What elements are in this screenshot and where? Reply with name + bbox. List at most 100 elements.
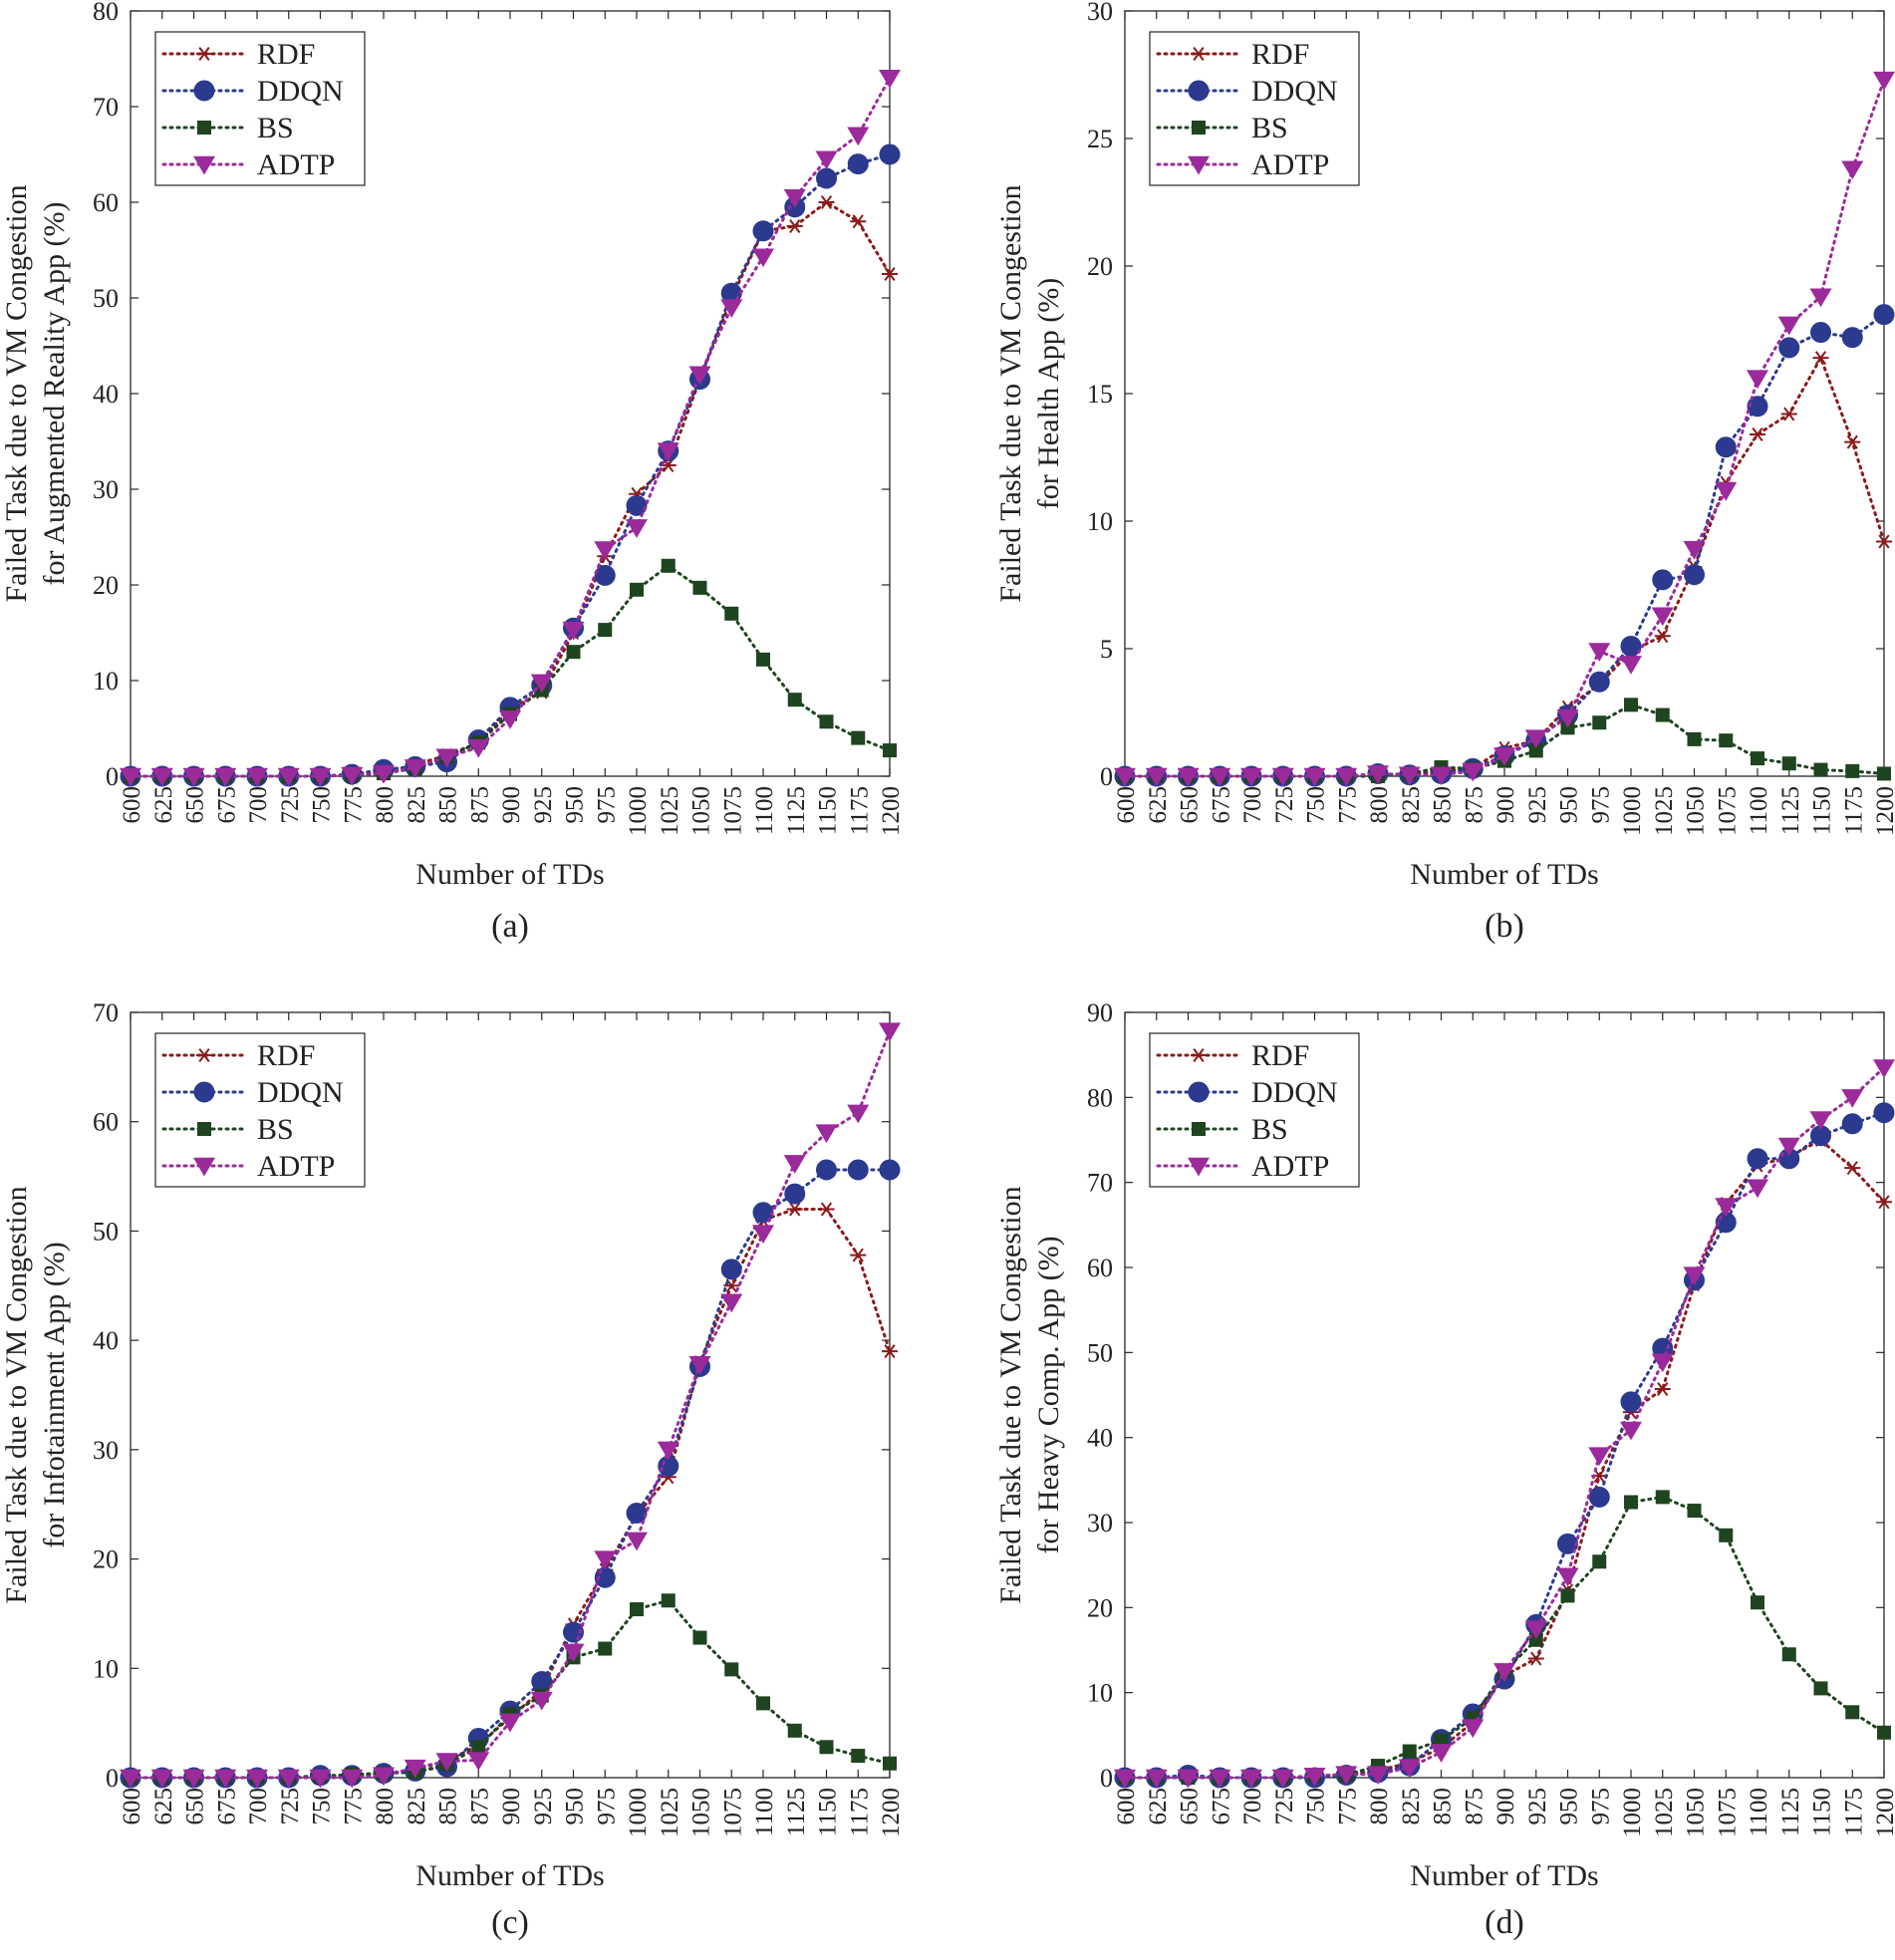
series-line	[129, 200, 892, 778]
x-tick-label: 700	[1239, 1788, 1266, 1825]
data-point-bs	[1687, 731, 1702, 746]
x-tick-label: 775	[340, 786, 367, 824]
legend-marker-bs	[1192, 121, 1206, 135]
y-tick-label: 10	[93, 1654, 119, 1683]
data-point-adtp	[150, 767, 173, 787]
data-point-ddqn	[1684, 564, 1705, 586]
data-point-adtp	[1367, 765, 1389, 784]
data-point-adtp	[1747, 1179, 1768, 1199]
data-point-adtp	[1715, 1198, 1738, 1218]
x-tick-label: 800	[1366, 1788, 1393, 1825]
data-point-adtp	[1271, 767, 1294, 787]
data-point-bs	[1845, 1705, 1860, 1720]
series-adtp	[1114, 1059, 1895, 1789]
data-point-rdf	[850, 214, 867, 229]
data-point-adtp	[1493, 747, 1515, 766]
y-axis-label: Failed Task due to VM Congestion for Heal…	[994, 184, 1065, 602]
x-tick-label: 1200	[878, 1788, 905, 1837]
data-point-bs	[851, 730, 866, 745]
y-tick-label: 30	[93, 475, 119, 504]
legend-marker-ddqn	[1188, 1081, 1210, 1103]
x-tick-label: 1050	[688, 1788, 715, 1837]
data-point-adtp	[879, 1022, 901, 1042]
x-tick-label: 975	[593, 786, 620, 824]
x-tick-label: 750	[1303, 786, 1330, 824]
series-ddqn	[1114, 1102, 1895, 1789]
data-point-adtp	[1177, 1769, 1200, 1789]
data-point-bs	[598, 1641, 613, 1656]
data-point-adtp	[688, 366, 711, 386]
x-tick-label: 1175	[846, 1788, 873, 1836]
x-tick-label: 1075	[719, 786, 746, 836]
series-line	[1123, 313, 1886, 778]
y-tick-label: 60	[1087, 1254, 1113, 1282]
x-tick-label: 650	[182, 1788, 209, 1825]
y-tick-label: 70	[93, 93, 119, 122]
data-point-bs	[1624, 1495, 1638, 1510]
data-point-adtp	[1620, 656, 1642, 675]
data-point-ddqn	[720, 1259, 742, 1280]
x-tick-label: 1050	[688, 786, 715, 836]
data-point-ddqn	[816, 167, 837, 189]
data-point-adtp	[1240, 767, 1262, 787]
data-point-adtp	[752, 248, 774, 268]
data-point-adtp	[1620, 1421, 1642, 1441]
data-point-ddqn	[626, 1502, 648, 1524]
x-tick-label: 900	[498, 786, 525, 824]
series-rdf	[1117, 351, 1892, 783]
y-tick-label: 60	[93, 188, 119, 217]
y-tick-label: 20	[1087, 252, 1113, 281]
y-tick-label: 0	[106, 762, 119, 791]
y-axis-label-line2: for Heavy Comp. App (%)	[1032, 1236, 1065, 1553]
data-point-adtp	[467, 1752, 490, 1771]
data-point-ddqn	[1588, 1486, 1610, 1508]
data-point-bs	[1719, 1528, 1734, 1542]
legend: RDF DDQN BS ADTP	[1149, 31, 1360, 186]
series-line	[129, 1598, 892, 1780]
data-point-bs	[1845, 763, 1860, 778]
y-axis-label-line1: Failed Task due to VM Congestion	[0, 184, 33, 602]
data-point-bs	[1877, 766, 1891, 781]
x-tick-label: 800	[372, 786, 399, 824]
chart-panel-a: 0 10 20 30 40 50 60 70 80 600 625 650 675 700 725 750 77…	[0, 0, 905, 945]
data-point-adtp	[1556, 1567, 1579, 1587]
data-point-adtp	[435, 1753, 458, 1772]
data-point-bs	[851, 1749, 866, 1764]
data-point-adtp	[120, 767, 141, 787]
x-tick-label: 925	[1524, 786, 1551, 824]
y-axis-label-line1: Failed Task due to VM Congestion	[994, 1186, 1027, 1603]
data-point-ddqn	[1652, 569, 1674, 591]
x-tick-label: 875	[466, 1788, 493, 1825]
x-tick-label: 950	[562, 1788, 589, 1825]
x-tick-label: 1075	[1714, 786, 1741, 836]
data-point-bs	[883, 743, 897, 758]
y-tick-label: 30	[1087, 1509, 1113, 1538]
data-point-bs	[661, 558, 676, 573]
data-point-bs	[661, 1593, 676, 1608]
data-point-adtp	[1841, 160, 1864, 180]
data-point-rdf	[818, 1202, 835, 1217]
y-axis-label: Failed Task due to VM Congestion for Info…	[0, 1186, 71, 1603]
x-tick-label: 975	[1587, 1788, 1614, 1825]
data-point-adtp	[530, 674, 553, 694]
legend-box	[1149, 31, 1360, 186]
data-point-adtp	[277, 767, 300, 787]
data-point-bs	[630, 1602, 644, 1617]
x-tick-label: 725	[1271, 786, 1298, 824]
x-tick-label: 1025	[657, 1788, 683, 1837]
x-tick-label: 900	[498, 1788, 525, 1825]
data-point-adtp	[1683, 540, 1706, 560]
data-point-bs	[724, 606, 739, 621]
x-tick-label: 1150	[815, 1788, 842, 1836]
series-ddqn	[120, 1159, 901, 1789]
y-tick-label: 0	[1100, 1764, 1113, 1793]
legend-label-bs: BS	[257, 112, 294, 144]
data-point-adtp	[1873, 71, 1895, 91]
data-point-bs	[1751, 751, 1764, 766]
x-tick-label: 850	[1430, 1788, 1457, 1825]
x-tick-label: 1025	[1651, 786, 1678, 836]
data-point-ddqn	[1747, 396, 1768, 418]
data-point-bs	[883, 1756, 897, 1771]
